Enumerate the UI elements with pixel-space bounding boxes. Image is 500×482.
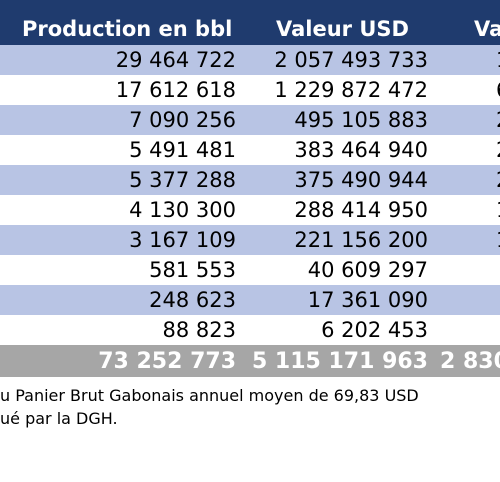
table-row: 581 553 40 609 297 xyxy=(0,255,500,285)
third-column-cell: 1 xyxy=(436,195,500,225)
production-table: Production en bbl Valeur USD Va 29 464 7… xyxy=(0,0,500,377)
table-row: 88 823 6 202 453 xyxy=(0,315,500,345)
table-row: 7 090 256 495 105 883 2 xyxy=(0,105,500,135)
total-production-cell: 73 252 773 xyxy=(98,348,236,374)
header-production: Production en bbl xyxy=(22,17,233,41)
valeur-usd-cell: 383 464 940 xyxy=(294,138,428,162)
third-column-cell xyxy=(436,315,500,345)
third-column-cell: 2 xyxy=(436,105,500,135)
third-column-cell: 2 xyxy=(436,135,500,165)
valeur-usd-cell: 6 202 453 xyxy=(321,318,428,342)
third-column-cell: 1 1 xyxy=(436,45,500,75)
valeur-usd-cell: 1 229 872 472 xyxy=(274,78,428,102)
table-total-row: 73 252 773 5 115 171 963 2 830 xyxy=(0,345,500,377)
production-cell: 29 464 722 xyxy=(115,48,236,72)
production-cell: 5 491 481 xyxy=(129,138,236,162)
production-cell: 4 130 300 xyxy=(129,198,236,222)
third-column-cell: 6 xyxy=(436,75,500,105)
valeur-usd-cell: 495 105 883 xyxy=(294,108,428,132)
header-third-column: Va xyxy=(474,17,500,41)
third-column-cell xyxy=(436,255,500,285)
production-cell: 248 623 xyxy=(149,288,236,312)
third-column-cell: 2 xyxy=(436,165,500,195)
valeur-usd-cell: 288 414 950 xyxy=(294,198,428,222)
table-row: 248 623 17 361 090 xyxy=(0,285,500,315)
valeur-usd-cell: 17 361 090 xyxy=(307,288,428,312)
valeur-usd-cell: 375 490 944 xyxy=(294,168,428,192)
footnote: u Panier Brut Gabonais annuel moyen de 6… xyxy=(0,384,500,430)
third-column-cell xyxy=(436,285,500,315)
table-row: 3 167 109 221 156 200 1 xyxy=(0,225,500,255)
table-row: 29 464 722 2 057 493 733 1 1 xyxy=(0,45,500,75)
total-valeur-usd-cell: 5 115 171 963 xyxy=(251,348,428,374)
production-cell: 17 612 618 xyxy=(115,78,236,102)
third-column-cell: 1 xyxy=(436,225,500,255)
footnote-line-2: ué par la DGH. xyxy=(0,409,118,428)
table-header-row: Production en bbl Valeur USD Va xyxy=(0,0,500,45)
valeur-usd-cell: 221 156 200 xyxy=(294,228,428,252)
production-cell: 5 377 288 xyxy=(129,168,236,192)
table-row: 5 377 288 375 490 944 2 xyxy=(0,165,500,195)
footnote-line-1: u Panier Brut Gabonais annuel moyen de 6… xyxy=(0,386,419,405)
production-cell: 88 823 xyxy=(162,318,236,342)
valeur-usd-cell: 40 609 297 xyxy=(307,258,428,282)
production-table-container: Production en bbl Valeur USD Va 29 464 7… xyxy=(0,0,500,377)
table-row: 4 130 300 288 414 950 1 xyxy=(0,195,500,225)
total-third-column-cell: 2 830 xyxy=(440,348,500,374)
table-row: 5 491 481 383 464 940 2 xyxy=(0,135,500,165)
valeur-usd-cell: 2 057 493 733 xyxy=(274,48,428,72)
header-valeur-usd: Valeur USD xyxy=(276,17,409,41)
production-cell: 3 167 109 xyxy=(129,228,236,252)
table-row: 17 612 618 1 229 872 472 6 xyxy=(0,75,500,105)
production-cell: 581 553 xyxy=(149,258,236,282)
production-cell: 7 090 256 xyxy=(129,108,236,132)
